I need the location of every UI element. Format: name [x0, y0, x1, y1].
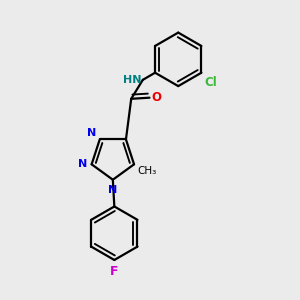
Text: O: O — [151, 91, 161, 104]
Text: Cl: Cl — [204, 76, 217, 89]
Text: N: N — [87, 128, 96, 138]
Text: HN: HN — [123, 75, 142, 85]
Text: N: N — [108, 185, 118, 195]
Text: N: N — [78, 159, 87, 169]
Text: CH₃: CH₃ — [138, 166, 157, 176]
Text: F: F — [110, 265, 118, 278]
